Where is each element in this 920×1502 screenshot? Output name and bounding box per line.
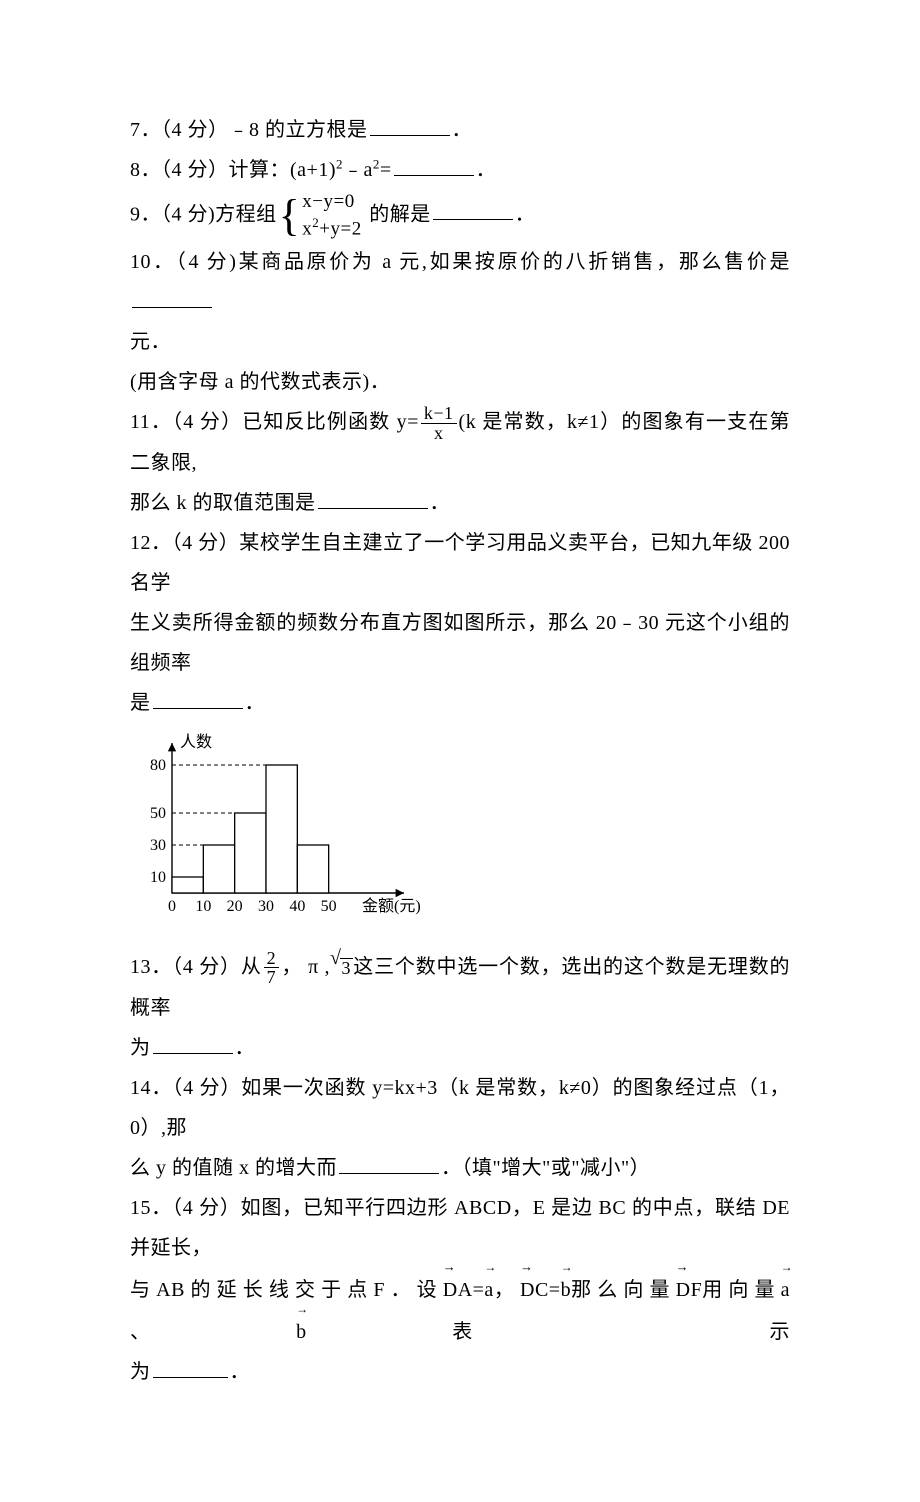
histogram-chart: 1030508001020304050人数金额(元) [130, 731, 790, 935]
q12-l2: 生义卖所得金额的频数分布直方图如图所示，那么 20﹣30 元这个小组的组频率 [130, 612, 790, 674]
svg-text:40: 40 [289, 898, 305, 915]
q14-blank[interactable] [339, 1152, 439, 1174]
q15-comma: ， [494, 1279, 515, 1301]
svg-text:50: 50 [321, 898, 337, 915]
svg-text:人数: 人数 [180, 733, 212, 751]
q11-l2pre: 那么 k 的取值范围是 [130, 492, 316, 514]
question-13: 13．（4 分）从27， π ,√3这三个数中选一个数，选出的这个数是无理数的概… [130, 947, 790, 1028]
question-8: 8．（4 分）计算：(a+1)2﹣a2=． [130, 150, 790, 190]
q8-sup2: 2 [373, 156, 380, 171]
q7-blank[interactable] [370, 114, 450, 136]
sqrt-icon: √3 [330, 948, 353, 988]
question-10: 10．（4 分)某商品原价为 a 元,如果按原价的八折销售，那么售价是 [130, 242, 790, 322]
q15-eq2: = [549, 1279, 561, 1301]
q11-l2post: ． [430, 492, 451, 514]
q15-l2a: 与 AB 的 延 长 线 交 于 点 F ． 设 [130, 1279, 443, 1301]
q7-text: 7．（4 分）﹣8 的立方根是 [130, 119, 368, 141]
q15-eq1: = [473, 1279, 485, 1301]
question-7: 7．（4 分）﹣8 的立方根是 ． [130, 110, 790, 150]
question-10-line3: (用含字母 a 的代数式表示)． [130, 362, 790, 402]
question-14-line2: 么 y 的值随 x 的增大而 ．（填"增大"或"减小"） [130, 1148, 790, 1188]
vec-DA: →DA [443, 1268, 473, 1310]
q14-l2pre: 么 y 的值随 x 的增大而 [130, 1157, 337, 1179]
q9-eq2b: +y=2 [319, 218, 361, 239]
svg-text:30: 30 [150, 837, 166, 854]
q8-pre: 8．（4 分）计算：(a+1) [130, 159, 336, 181]
vec-b2: →b [296, 1310, 307, 1352]
q7-post: ． [452, 119, 473, 141]
q9-post: ． [515, 203, 536, 225]
q12-l3post: ． [245, 692, 266, 714]
q13-l2pre: 为 [130, 1037, 151, 1059]
question-15-line1: 15．（4 分）如图，已知平行四边形 ABCD，E 是边 BC 的中点，联结 D… [130, 1188, 790, 1268]
q8-mid: ﹣a [343, 159, 373, 181]
q15-l3post: ． [230, 1361, 251, 1383]
question-13-line2: 为． [130, 1028, 790, 1068]
q15-l1: 15．（4 分）如图，已知平行四边形 ABCD，E 是边 BC 的中点，联结 D… [130, 1197, 790, 1259]
q13-fraction: 27 [264, 949, 280, 988]
question-15-line3: 为． [130, 1352, 790, 1392]
question-12-line3: 是． [130, 683, 790, 723]
q8-eq: = [380, 159, 392, 181]
q9-system: {x−y=0x2+y=2 [279, 190, 362, 242]
svg-text:10: 10 [150, 869, 166, 886]
q13-blank[interactable] [153, 1032, 233, 1054]
svg-text:30: 30 [258, 898, 274, 915]
question-11: 11．（4 分）已知反比例函数 y=k−1x(k 是常数，k≠1）的图象有一支在… [130, 402, 790, 483]
question-12-line2: 生义卖所得金额的频数分布直方图如图所示，那么 20﹣30 元这个小组的组频率 [130, 603, 790, 683]
q12-blank[interactable] [153, 687, 243, 709]
q13-l2post: ． [235, 1037, 256, 1059]
q13-mid1: ， π , [281, 956, 330, 978]
q11-pre: 11．（4 分）已知反比例函数 y= [130, 411, 419, 433]
q8-sup1: 2 [336, 156, 343, 171]
q11-fraction: k−1x [421, 404, 457, 443]
q13-num: 2 [264, 949, 280, 969]
svg-text:0: 0 [168, 898, 176, 915]
q15-dun: 、 [130, 1321, 296, 1343]
q10-line1: 10．（4 分)某商品原价为 a 元,如果按原价的八折销售，那么售价是 [130, 251, 790, 273]
q13-den: 7 [264, 968, 280, 987]
q15-l2d: 表 示 [307, 1321, 790, 1343]
svg-text:10: 10 [195, 898, 211, 915]
q11-den: x [421, 424, 457, 443]
vec-DC: →DC [520, 1268, 549, 1310]
q9-eq2a: x [302, 218, 312, 239]
question-10-line2: 元． [130, 322, 790, 362]
q9-mid: 的解是 [364, 203, 431, 225]
svg-text:50: 50 [150, 805, 166, 822]
q12-l1: 12．（4 分）某校学生自主建立了一个学习用品义卖平台，已知九年级 200 名学 [130, 532, 790, 594]
q13-sqrtarg: 3 [340, 958, 354, 977]
q8-blank[interactable] [394, 154, 474, 176]
question-14-line1: 14．（4 分）如果一次函数 y=kx+3（k 是常数，k≠0）的图象经过点（1… [130, 1068, 790, 1148]
brace-icon: { [279, 194, 301, 238]
q14-l1: 14．（4 分）如果一次函数 y=kx+3（k 是常数，k≠0）的图象经过点（1… [130, 1077, 790, 1139]
question-15-line2: 与 AB 的 延 长 线 交 于 点 F ． 设 →DA=→a， →DC=→b那… [130, 1268, 790, 1352]
vec-b1: →b [561, 1268, 572, 1310]
question-9: 9．（4 分)方程组{x−y=0x2+y=2 的解是． [130, 190, 790, 242]
q14-l2post: ．（填"增大"或"减小"） [441, 1157, 650, 1179]
q12-l3pre: 是 [130, 692, 151, 714]
vec-DF: →DF [676, 1268, 703, 1310]
q11-num: k−1 [421, 404, 457, 424]
svg-text:20: 20 [227, 898, 243, 915]
q13-pre: 13．（4 分）从 [130, 956, 262, 978]
q15-l3pre: 为 [130, 1361, 151, 1383]
q11-blank[interactable] [318, 487, 428, 509]
q15-l2b: 那 么 向 量 [571, 1279, 676, 1301]
q15-l2c: 用 向 量 [702, 1279, 780, 1301]
q15-blank[interactable] [153, 1356, 228, 1378]
question-12-line1: 12．（4 分）某校学生自主建立了一个学习用品义卖平台，已知九年级 200 名学 [130, 523, 790, 603]
q10-blank[interactable] [132, 286, 212, 308]
question-11-line2: 那么 k 的取值范围是 ． [130, 483, 790, 523]
vec-a: →a [484, 1268, 493, 1310]
q9-blank[interactable] [433, 198, 513, 220]
svg-text:金额(元): 金额(元) [362, 897, 421, 915]
q9-pre: 9．（4 分)方程组 [130, 203, 277, 225]
q9-eq1: x−y=0 [302, 191, 354, 212]
vec-a2: →a [781, 1268, 790, 1310]
q10-line3-text: (用含字母 a 的代数式表示)． [130, 371, 390, 393]
q10-line2-text: 元． [130, 331, 171, 353]
svg-text:80: 80 [150, 757, 166, 774]
q8-post: ． [476, 159, 497, 181]
